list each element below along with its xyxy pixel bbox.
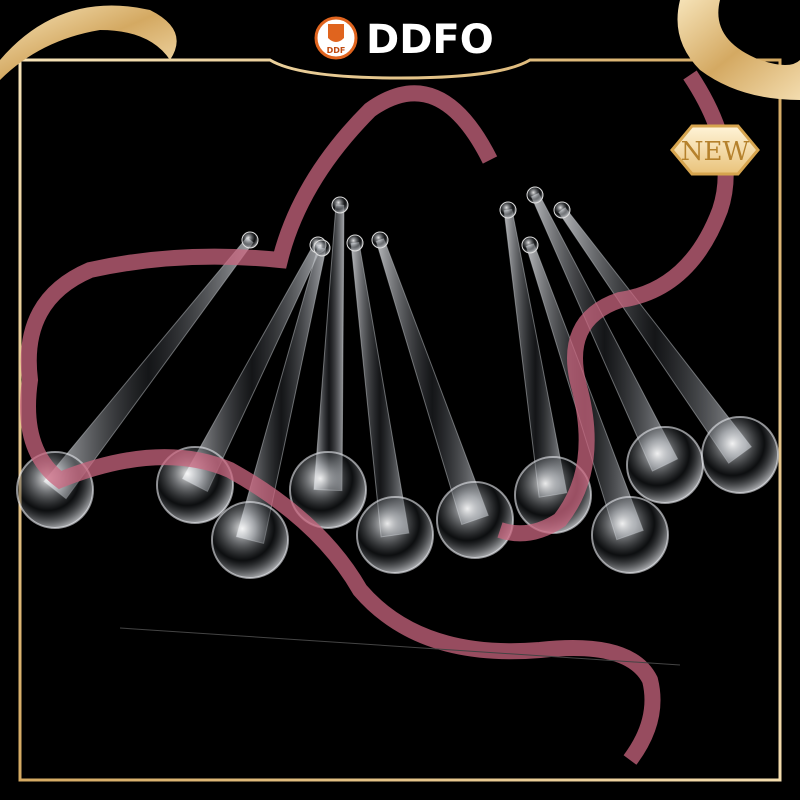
gold-ribbon: [677, 0, 800, 100]
logo: DDF DDFO: [314, 16, 494, 63]
gold-ribbon: [0, 5, 177, 80]
drop-ball: [289, 451, 367, 529]
new-badge: NEW: [670, 124, 760, 176]
drop-bead: [521, 236, 539, 254]
drop-ball: [626, 426, 704, 504]
drop-bead: [499, 201, 517, 219]
badge-text: NEW: [681, 137, 750, 167]
drop-ball: [591, 496, 669, 574]
drop-bead: [553, 201, 571, 219]
logo-mark: DDF: [327, 46, 346, 55]
surface-line: [119, 627, 681, 666]
pink-ribbon: [20, 85, 661, 765]
drop-bead: [241, 231, 259, 249]
logo-shield: [328, 24, 344, 42]
drop-bead: [313, 239, 331, 257]
drop-ball: [16, 451, 94, 529]
drop-bead: [526, 186, 544, 204]
drop-bead: [331, 196, 349, 214]
badge-shape: [670, 124, 760, 176]
brand-name: DDFO: [366, 17, 494, 63]
drop-ball: [356, 496, 434, 574]
drop-ball: [701, 416, 779, 494]
glass-drops: [16, 186, 779, 579]
drop-ball: [211, 501, 289, 579]
drop-bead: [346, 234, 364, 252]
drop-bead: [371, 231, 389, 249]
pink-ribbon: [497, 70, 734, 542]
drop-ball: [436, 481, 514, 559]
gold-frame: [18, 58, 782, 782]
